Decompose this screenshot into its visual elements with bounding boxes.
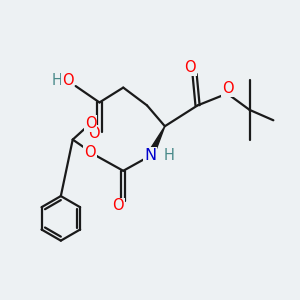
Polygon shape — [147, 126, 165, 158]
Text: H: H — [52, 73, 62, 88]
Text: N: N — [144, 148, 156, 164]
Text: O: O — [222, 81, 234, 96]
Text: O: O — [62, 73, 74, 88]
Text: H: H — [164, 148, 175, 164]
Text: O: O — [84, 145, 96, 160]
Text: O: O — [184, 60, 196, 75]
Text: O: O — [85, 116, 96, 131]
Text: O: O — [112, 198, 124, 213]
Text: O: O — [88, 126, 99, 141]
